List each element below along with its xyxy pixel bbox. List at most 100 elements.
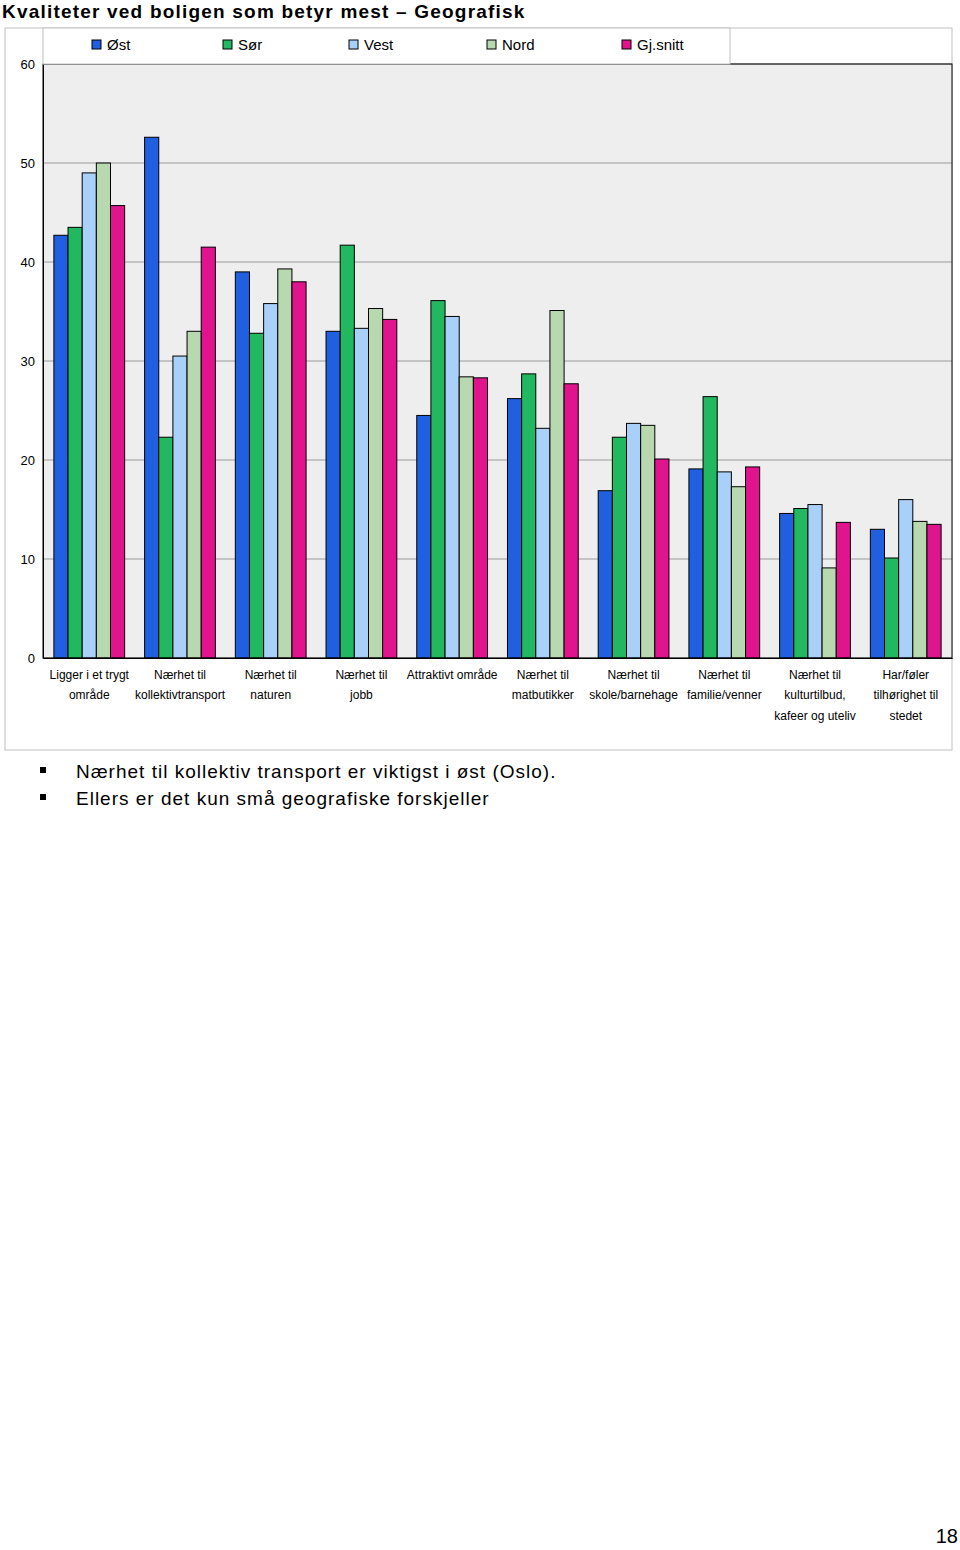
bar: [598, 491, 612, 658]
bar: [641, 425, 655, 658]
x-tick-label-line: Nærhet til: [335, 668, 387, 682]
bar: [54, 235, 68, 658]
y-axis: 0 10 20 30 40 50 60: [21, 57, 44, 666]
x-tick-label: Nærhet til jobb: [335, 668, 387, 702]
bar: [445, 316, 459, 658]
bar: [780, 513, 794, 658]
legend-item: Sør: [223, 36, 262, 53]
legend-swatch: [487, 40, 496, 49]
plot-frame: [43, 64, 952, 658]
y-tick: 10: [21, 552, 43, 567]
bar: [292, 282, 306, 658]
bar: [264, 304, 278, 658]
x-tick-label: Ligger i et trygt område: [50, 668, 130, 702]
bar: [564, 384, 578, 658]
x-tick-label: Nærhet til matbutikker: [512, 668, 574, 702]
x-tick: Nærhet til kollektivtransport: [135, 658, 226, 702]
bar: [354, 328, 368, 658]
y-tick-label: 10: [21, 552, 35, 567]
x-tick-label-line: Nærhet til: [154, 668, 206, 682]
bar: [899, 500, 913, 658]
page-number: 18: [936, 1525, 958, 1547]
x-tick-label-line: Attraktivt område: [407, 668, 498, 682]
bar: [689, 469, 703, 658]
legend-item: Nord: [487, 36, 535, 53]
bar: [82, 173, 96, 658]
x-tick-label-line: område: [69, 688, 110, 702]
chart-title: Kvaliteter ved boligen som betyr mest – …: [2, 1, 526, 22]
legend-label: Nord: [502, 36, 535, 53]
y-tick: 40: [21, 255, 43, 270]
bar: [431, 301, 445, 658]
x-tick: Attraktivt område: [407, 658, 498, 682]
bar: [550, 311, 564, 658]
bar: [870, 529, 884, 658]
annotation: Nærhet til kollektiv transport er viktig…: [76, 761, 556, 782]
bar: [235, 272, 249, 658]
bar: [249, 333, 263, 658]
y-axis-line: [43, 65, 44, 659]
chart-root: Kvaliteter ved boligen som betyr mest – …: [0, 0, 960, 1550]
x-tick-label-line: Nærhet til: [245, 668, 297, 682]
x-tick-label-line: stedet: [889, 709, 922, 723]
legend-swatch: [349, 40, 358, 49]
bar: [822, 568, 836, 658]
legend-swatch: [622, 40, 631, 49]
x-tick-label: Nærhet tilfamilie/venner: [687, 668, 762, 702]
bar: [459, 377, 473, 658]
legend-label: Øst: [107, 36, 131, 53]
x-tick-label-line: jobb: [349, 688, 373, 702]
x-tick-label: Attraktivt område: [407, 668, 498, 682]
grid: [43, 64, 952, 658]
x-tick-label-line: tilhørighet til: [873, 688, 938, 702]
x-tick: Nærhet tilfamilie/venner: [687, 658, 762, 702]
legend-swatch: [92, 40, 101, 49]
bar: [326, 331, 340, 658]
y-tick: 60: [21, 57, 43, 72]
bar-series: [68, 227, 899, 658]
bars: [54, 137, 941, 658]
x-tick-label-line: familie/venner: [687, 688, 762, 702]
legend-swatch: [223, 40, 232, 49]
y-tick: 0: [28, 651, 43, 666]
bar: [717, 472, 731, 658]
legend-item: Gj.snitt: [622, 36, 685, 53]
x-tick-label: Nærhet tilkulturtilbud,kafeer og uteliv: [774, 668, 855, 723]
bar: [159, 437, 173, 658]
bar: [885, 558, 899, 658]
x-tick-label-line: Ligger i et trygt: [50, 668, 130, 682]
y-tick: 30: [21, 354, 43, 369]
bar: [173, 356, 187, 658]
x-tick-label-line: Nærhet til: [517, 668, 569, 682]
x-tick: Ligger i et trygt område: [50, 658, 130, 702]
x-tick-label-line: matbutikker: [512, 688, 574, 702]
x-tick-label: Har/føler tilhørighet til stedet: [873, 668, 938, 723]
y-tick-label: 50: [21, 156, 35, 171]
bar: [473, 378, 487, 658]
bar: [913, 521, 927, 658]
y-tick: 20: [21, 453, 43, 468]
legend-label: Gj.snitt: [637, 36, 685, 53]
x-axis-line: [44, 658, 953, 659]
bar: [927, 524, 941, 658]
bar: [368, 309, 382, 658]
bar: [96, 163, 110, 658]
bar-series: [82, 173, 913, 658]
bar: [746, 467, 760, 658]
grid-line: [43, 163, 952, 164]
legend-label: Vest: [364, 36, 394, 53]
x-tick-label-line: Nærhet til: [608, 668, 660, 682]
bar: [703, 397, 717, 658]
x-tick-label-line: kollektivtransport: [135, 688, 226, 702]
x-tick-label: Nærhet til kollektivtransport: [135, 668, 226, 702]
bar: [507, 399, 521, 658]
legend-label: Sør: [238, 36, 262, 53]
x-tick-label-line: kafeer og uteliv: [774, 709, 855, 723]
legend-item: Vest: [349, 36, 394, 53]
bar: [278, 269, 292, 658]
bar-series: [110, 206, 941, 658]
x-tick-label-line: Har/føler: [882, 668, 929, 682]
annotation: Ellers er det kun små geografiske forskj…: [76, 788, 490, 809]
legend-box: [43, 28, 730, 64]
x-tick-label-line: Nærhet til: [789, 668, 841, 682]
